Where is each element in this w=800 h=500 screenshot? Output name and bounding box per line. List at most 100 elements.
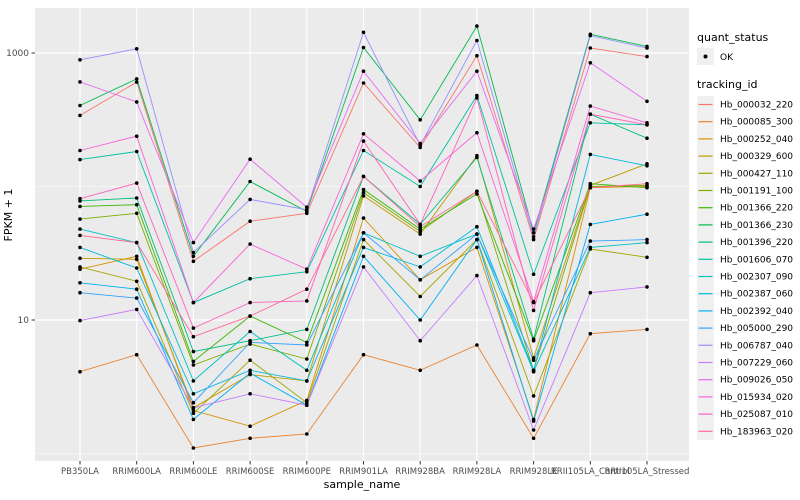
data-point: [361, 132, 366, 136]
data-point: [78, 233, 82, 238]
data-point: [134, 202, 139, 207]
data-point: [78, 196, 82, 201]
data-point: [191, 411, 196, 416]
data-point: [588, 46, 593, 50]
data-point: [78, 103, 82, 108]
ok-point-icon: [703, 54, 708, 59]
legend-item-label: Hb_000252_040: [720, 135, 793, 145]
data-point: [134, 149, 139, 154]
data-point: [418, 184, 423, 189]
legend-item-label: Hb_005000_290: [720, 324, 793, 334]
data-point: [134, 196, 139, 200]
data-point: [418, 318, 423, 322]
data-point: [134, 211, 139, 216]
data-point: [78, 80, 82, 84]
data-point: [248, 368, 252, 373]
legend-item-label: Hb_002392_040: [720, 307, 793, 317]
data-point: [191, 326, 196, 330]
data-point: [191, 392, 196, 396]
data-point: [134, 240, 139, 245]
data-point: [78, 217, 82, 221]
data-point: [78, 58, 82, 62]
data-point: [191, 240, 196, 245]
data-point: [475, 232, 479, 236]
data-point: [418, 118, 423, 122]
data-point: [418, 254, 423, 259]
y-axis: 1000 10 FPKM + 1: [2, 49, 35, 326]
data-point: [645, 240, 649, 245]
data-point: [191, 446, 196, 450]
data-point: [361, 194, 366, 198]
data-point: [305, 267, 309, 272]
legend: quant_status OK tracking_id Hb_000032_220 Hb…: [697, 31, 793, 440]
data-point: [418, 232, 423, 236]
data-point: [475, 155, 479, 160]
data-points: [78, 24, 649, 450]
data-point: [78, 318, 82, 323]
legend-item-label: Hb_009026_050: [720, 376, 793, 386]
data-point: [475, 38, 479, 43]
legend-item-label: Hb_001366_220: [720, 204, 793, 214]
data-point: [645, 237, 649, 242]
legend-item-ok: OK: [697, 48, 734, 65]
data-point: [361, 81, 366, 85]
data-point: [191, 408, 196, 413]
data-point: [588, 152, 593, 157]
x-axis-title: sample_name: [324, 478, 401, 491]
data-point: [248, 197, 252, 202]
data-point: [191, 359, 196, 364]
data-point: [134, 266, 139, 270]
data-point: [531, 337, 536, 341]
data-point: [645, 164, 649, 168]
legend-item: Hb_005000_290: [697, 319, 793, 337]
data-point: [305, 269, 309, 274]
data-point: [475, 343, 479, 347]
data-point: [531, 227, 536, 231]
data-point: [305, 400, 309, 405]
data-point: [305, 340, 309, 345]
data-point: [191, 363, 196, 367]
legend-item: Hb_183963_020: [697, 422, 793, 440]
legend-item-label: Hb_007229_060: [720, 359, 793, 369]
data-point: [191, 334, 196, 339]
legend-item: Hb_007229_060: [697, 354, 793, 371]
data-point: [248, 242, 252, 246]
data-point: [248, 358, 252, 363]
legend-item-label: Hb_000427_110: [720, 169, 793, 179]
data-point: [588, 181, 593, 186]
data-point: [134, 352, 139, 357]
data-point: [645, 327, 649, 332]
data-point: [475, 273, 479, 278]
data-point: [134, 134, 139, 138]
data-point: [248, 276, 252, 281]
data-point: [418, 179, 423, 183]
x-tick-label: RRII105LA_Stressed: [605, 467, 690, 477]
data-point: [134, 100, 139, 104]
legend-item-label: Hb_001191_100: [720, 187, 793, 197]
data-point: [588, 121, 593, 125]
data-point: [305, 343, 309, 347]
legend-item-label: Hb_025087_010: [720, 410, 793, 420]
data-point: [78, 265, 82, 269]
data-point: [191, 254, 196, 259]
data-point: [588, 104, 593, 108]
data-point: [588, 245, 593, 250]
data-point: [134, 47, 139, 51]
data-point: [248, 436, 252, 441]
x-axis: PB350LA RRIM600LA RRIM600LE RRIM600SE RRIM60…: [61, 461, 689, 491]
data-point: [191, 250, 196, 255]
data-point: [248, 340, 252, 345]
legend-item: Hb_009026_050: [697, 371, 793, 389]
data-point: [248, 424, 252, 429]
data-point: [134, 257, 139, 262]
legend-item: Hb_001606_070: [697, 250, 793, 268]
data-point: [645, 212, 649, 216]
data-point: [305, 403, 309, 408]
data-point: [191, 400, 196, 405]
data-point: [134, 307, 139, 312]
legend-item-label: Hb_002307_090: [720, 273, 793, 283]
data-point: [361, 190, 366, 195]
x-tick-label: RRIM928LE: [510, 467, 558, 477]
